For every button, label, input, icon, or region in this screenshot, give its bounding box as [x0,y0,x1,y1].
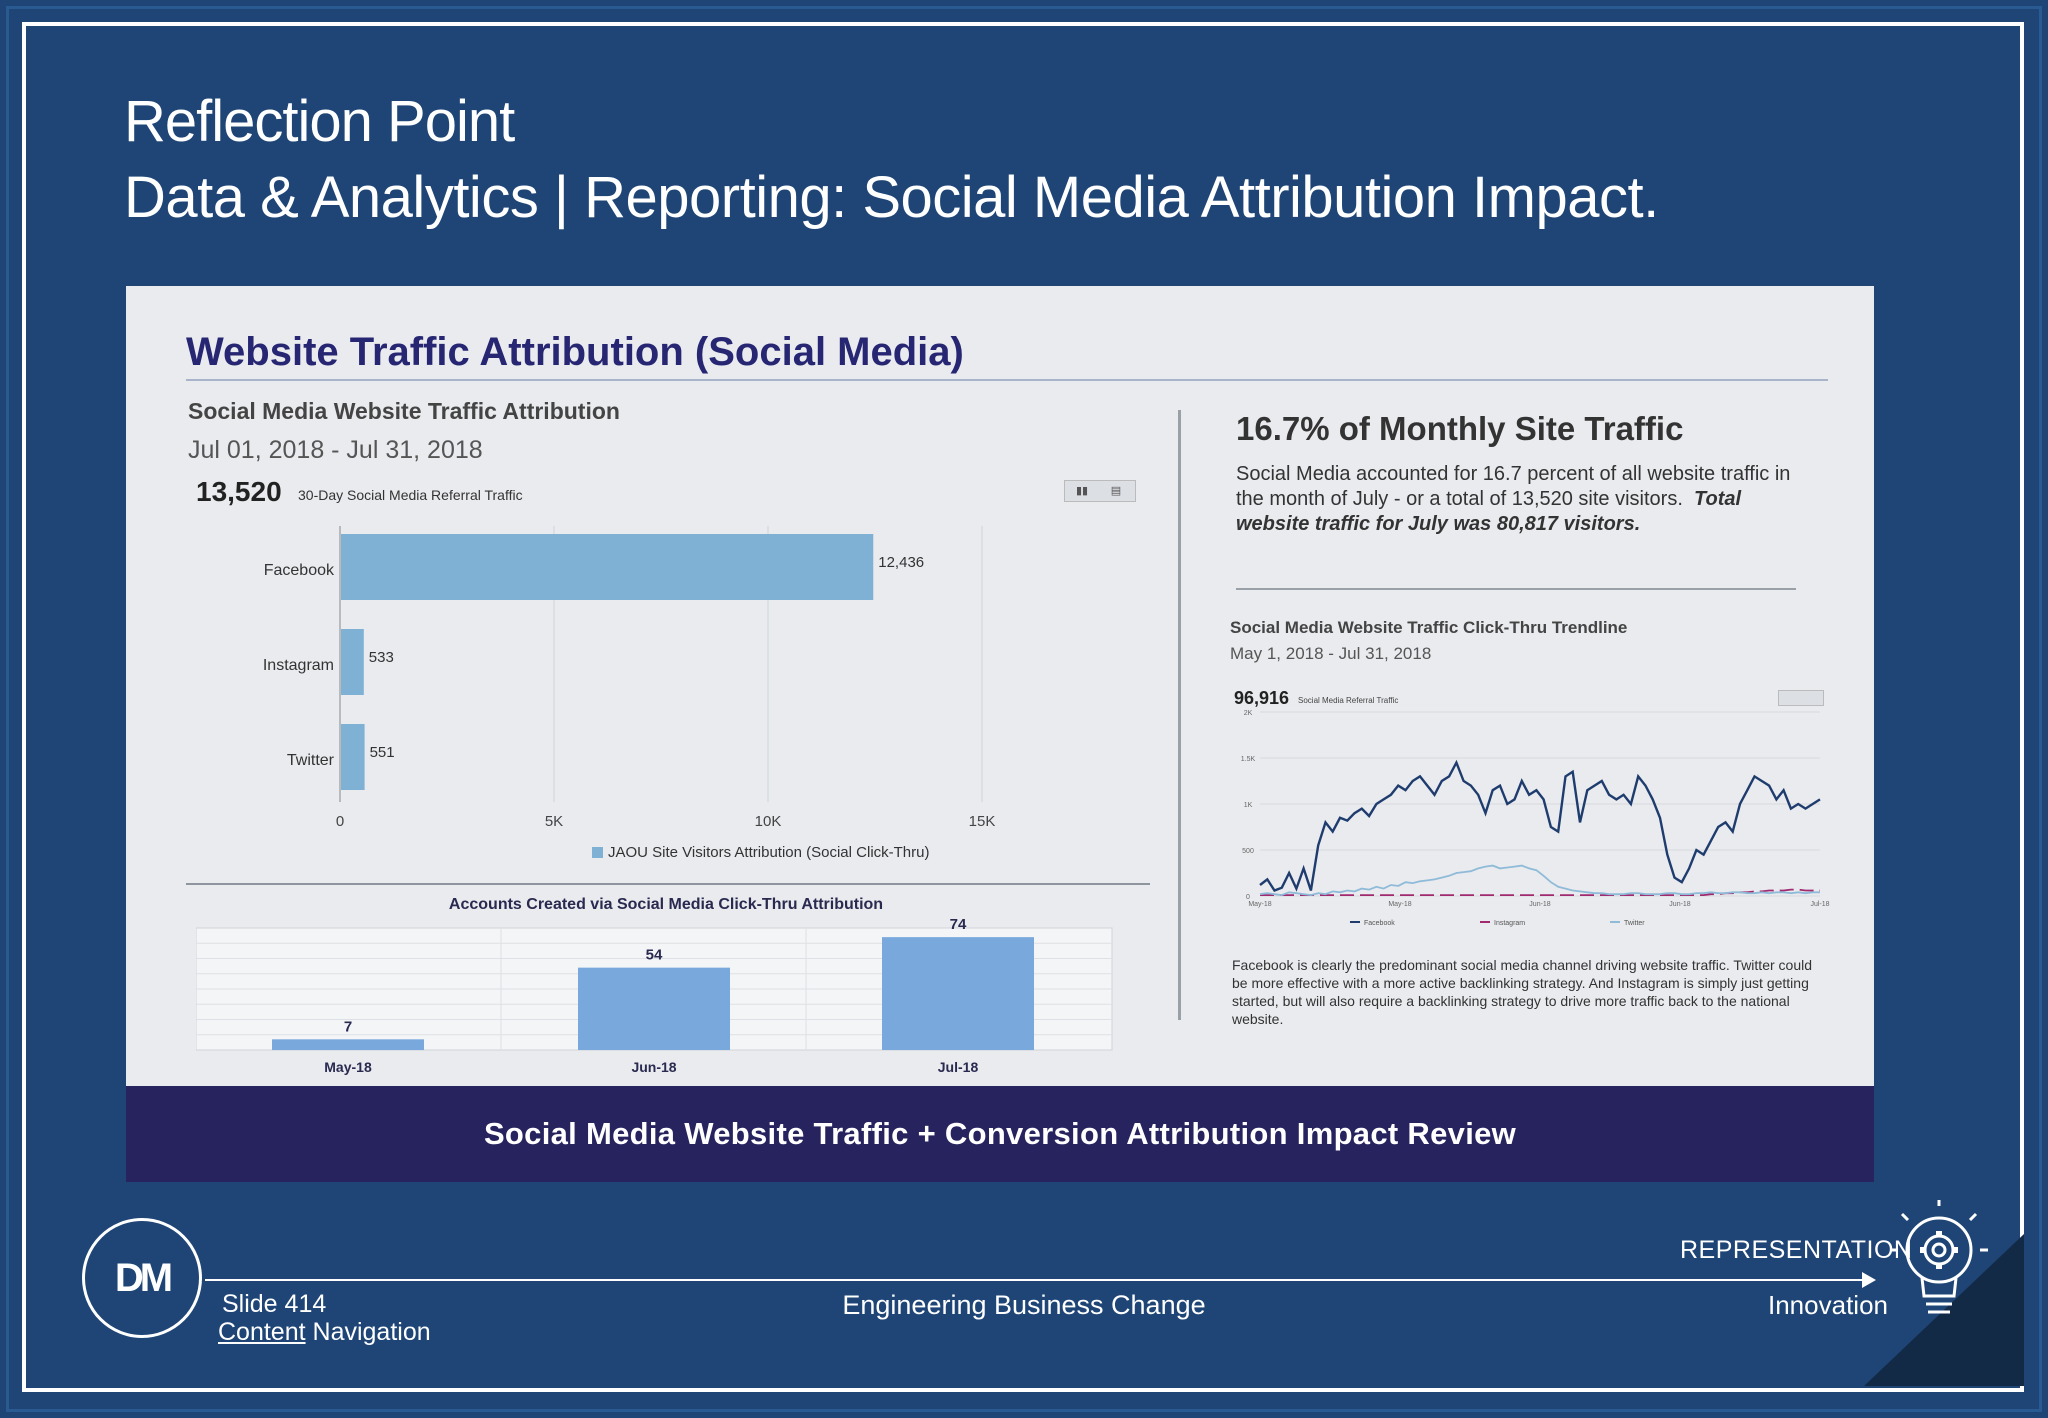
accounts-chart-title: Accounts Created via Social Media Click-… [448,896,884,913]
data-label: 533 [369,649,394,666]
legend-label: Facebook [1364,920,1395,927]
legend-label: Instagram [1494,920,1525,927]
panel-title: Website Traffic Attribution (Social Medi… [186,330,964,374]
series-line-twitter [1259,864,1820,897]
trend-total-caption: Social Media Referral Traffic [1298,696,1399,705]
data-label: 54 [646,947,663,964]
slide-frame [22,22,2024,1392]
attribution-date-range: Jul 01, 2018 - Jul 31, 2018 [188,436,483,464]
attribution-total: 13,520 [196,476,282,507]
trend-line-chart: 0 500 1K 1.5K 2K May-18 May-18 Jun-18 Jun-18 Jul-… [1241,710,1830,927]
x-tick-label: 10K [755,813,782,830]
series-line-facebook [1259,759,1821,892]
x-tick-label: May-18 [1388,901,1411,908]
category-label: Facebook [264,562,335,579]
monthly-traffic-heading: 16.7% of Monthly Site Traffic [1236,410,1684,447]
trend-note: Facebook is clearly the predominant soci… [1232,957,1812,1027]
dm-logo[interactable]: DM [82,1218,202,1338]
content-navigation-label: Navigation [305,1318,431,1346]
bar [882,937,1034,1050]
x-tick-label: 5K [545,813,563,830]
slide-subtitle: Data & Analytics | Reporting: Social Med… [124,165,1659,230]
trend-title: Social Media Website Traffic Click-Thru … [1230,618,1628,637]
attribution-subtitle: Social Media Website Traffic Attribution [188,398,620,424]
x-tick-label: 0 [336,813,344,830]
legend-swatch [592,847,603,858]
panel-title-rule [186,379,1828,381]
bar [341,724,365,790]
x-tick-label: May-18 [1248,901,1271,908]
y-tick-label: 500 [1242,848,1254,855]
trend-total: 96,916 [1234,688,1290,708]
slide-title: Reflection Point [124,89,515,154]
monthly-traffic-text: Social Media accounted for 16.7 percent … [1236,463,1791,510]
traffic-attribution-bar-chart: 0 5K 10K 15K Facebook 12,436 Instagram 533 Twitt… [263,526,996,861]
x-tick-label: Jul-18 [1810,901,1829,908]
y-tick-label: 2K [1244,710,1253,717]
y-tick-label: 0 [1246,894,1250,901]
category-label: Twitter [287,752,335,769]
bar [341,534,874,600]
x-tick-label: Jun-18 [1669,901,1691,908]
legend-label: Twitter [1624,920,1645,927]
data-label: 12,436 [878,554,924,571]
arrow-right-icon [1862,1272,1876,1288]
footer-tagline: Engineering Business Change [842,1290,1206,1320]
bar [272,1039,424,1050]
content-navigation[interactable]: Content Navigation [218,1318,431,1347]
trend-view-toggle[interactable] [1778,690,1824,706]
y-tick-label: 1K [1244,802,1253,809]
accounts-bar-chart: 7 May-18 54 Jun-18 74 Jul-18 [196,916,1113,1075]
right-divider [1236,588,1796,590]
category-label: May-18 [324,1059,372,1075]
section-divider [186,883,1150,885]
data-label: 7 [344,1018,352,1035]
lightbulb-gear-icon [1890,1200,1988,1314]
outer-frame [6,6,2042,1412]
category-label: Jun-18 [631,1059,676,1075]
content-navigation-link[interactable]: Content [218,1318,306,1346]
attribution-total-caption: 30-Day Social Media Referral Traffic [298,487,523,503]
report-panel: Website Traffic Attribution (Social Medi… [126,286,1874,1086]
corner-triangle [1864,1234,2024,1386]
monthly-traffic-bold: Total website traffic for July was 80,81… [1236,488,1742,535]
category-label: Jul-18 [938,1059,979,1075]
slide-number: Slide 414 [222,1290,327,1318]
review-banner: Social Media Website Traffic + Conversio… [126,1086,1874,1182]
trend-date-range: May 1, 2018 - Jul 31, 2018 [1230,644,1432,663]
x-tick-label: Jun-18 [1529,901,1551,908]
data-label: 551 [370,744,395,761]
legend-label: JAOU Site Visitors Attribution (Social C… [608,844,929,861]
monthly-traffic-paragraph: Social Media accounted for 16.7 percent … [1236,462,1796,537]
bar-chart-icon[interactable]: ▮▮ [1075,485,1089,497]
bar [578,967,730,1050]
x-tick-label: 15K [969,813,996,830]
data-label: 74 [950,916,967,933]
column-divider [1178,410,1181,1020]
table-icon[interactable]: ▤ [1110,485,1122,497]
bar [341,629,364,695]
representation-label: REPRESENTATION [1680,1236,1913,1264]
footer-line [205,1279,1863,1281]
category-label: Instagram [263,657,334,674]
chart-view-toggle[interactable]: ▮▮ ▤ [1064,480,1136,502]
y-tick-label: 1.5K [1241,756,1256,763]
innovation-label: Innovation [1768,1290,1888,1320]
